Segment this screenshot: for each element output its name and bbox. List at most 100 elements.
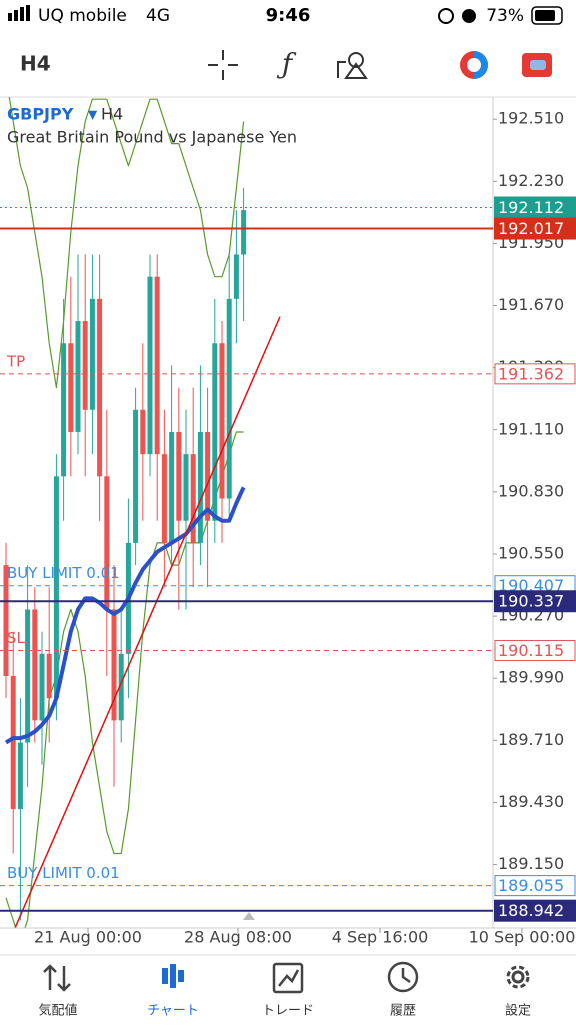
chart-timeframe: H4: [101, 105, 123, 124]
trade-icon: [272, 962, 304, 994]
price-line-label: BUY LIMIT 0.01: [7, 864, 120, 882]
price-tag: [494, 875, 576, 897]
lower-band: [5, 431, 244, 928]
objects-button[interactable]: [337, 52, 368, 79]
y-tick-label: 192.510: [498, 109, 564, 128]
candle-body: [147, 276, 153, 455]
candle-body: [61, 343, 67, 477]
price-line-label: TP: [6, 352, 25, 370]
upper-band: [8, 97, 245, 389]
candle-body: [111, 609, 117, 721]
battery-level: 73%: [486, 6, 524, 26]
nav-label[interactable]: チャート: [147, 1004, 199, 1019]
candle-body: [10, 675, 16, 810]
y-tick-label: 191.670: [498, 295, 564, 314]
candle-body: [154, 276, 160, 455]
dropdown-arrow: ▼: [88, 108, 98, 122]
x-tick-label: 21 Aug 00:00: [34, 928, 142, 947]
price-tag-value: 192.112: [498, 198, 564, 217]
candle-body: [75, 321, 81, 432]
candle-body: [39, 653, 45, 721]
candle-body: [3, 565, 9, 676]
price-line-label: BUY LIMIT 0.01: [7, 564, 120, 582]
chart-icon: [162, 964, 184, 988]
y-tick-label: 191.110: [498, 419, 564, 438]
price-tag: [494, 217, 576, 240]
moving-average: [4, 486, 246, 745]
candle-body: [97, 298, 103, 477]
price-tag-value: 190.337: [498, 592, 564, 611]
carrier: UQ mobile: [38, 6, 127, 26]
account-button[interactable]: [522, 53, 552, 77]
nav-label[interactable]: トレード: [262, 1004, 314, 1019]
candle-body: [205, 431, 211, 521]
toolbar: H4 ƒ: [20, 48, 552, 81]
candle-body: [68, 343, 74, 432]
candle-body: [17, 742, 23, 810]
x-tick-label: 28 Aug 08:00: [184, 928, 292, 947]
plot: [3, 97, 281, 928]
y-tick-label: 190.550: [498, 543, 564, 562]
crosshair-button[interactable]: [208, 50, 238, 80]
symbol: GBPJPY: [7, 105, 74, 124]
y-tick-label: 189.430: [498, 792, 564, 811]
status-bar: UQ mobile 4G 9:46 73%: [8, 5, 563, 26]
candle-body: [46, 653, 52, 699]
candle-body: [233, 254, 239, 299]
y-tick-label: 192.230: [498, 171, 564, 190]
bottom-nav: 気配値 チャート トレード 履歴 設定: [38, 961, 531, 1019]
timeframe-button[interactable]: H4: [20, 52, 51, 76]
candle-body: [161, 454, 167, 543]
price-tag: [494, 590, 576, 613]
candle-body: [53, 476, 59, 699]
price-tag-value: 189.055: [498, 876, 564, 895]
candle-body: [32, 609, 38, 721]
price-tag-value: 191.362: [498, 364, 564, 383]
price-tag: [494, 639, 576, 661]
candle-body: [118, 653, 124, 721]
candle-body: [104, 476, 110, 610]
x-tick-label: 4 Sep 16:00: [332, 928, 429, 947]
symbol-description: Great Britain Pound vs Japanese Yen: [7, 128, 297, 147]
price-tag: [494, 196, 576, 219]
candle-body: [197, 431, 203, 543]
candle-body: [82, 321, 88, 410]
candle-body: [212, 343, 218, 521]
price-tag: [494, 899, 576, 922]
candle-body: [183, 454, 189, 521]
candle-body: [25, 609, 31, 743]
chart[interactable]: 192.510192.230191.950191.670191.390191.1…: [0, 77, 576, 947]
candle-body: [190, 454, 196, 543]
y-tick-label: 189.710: [498, 730, 564, 749]
price-tag: [494, 363, 576, 385]
candle-body: [140, 409, 146, 455]
price-tag-value: 192.017: [498, 219, 564, 238]
y-tick-label: 189.150: [498, 854, 564, 873]
candle-body: [176, 431, 182, 521]
settings-icon: [506, 965, 530, 989]
history-icon: [387, 961, 419, 993]
y-tick-label: 189.990: [498, 668, 564, 687]
candle-body: [219, 343, 225, 499]
candle-body: [133, 409, 139, 543]
candle-body: [89, 298, 95, 410]
price-line-label: SL: [7, 629, 26, 647]
quotes-icon: [43, 964, 71, 992]
indicator-button[interactable]: ƒ: [276, 48, 297, 81]
price-tag-value: 190.115: [498, 641, 564, 660]
candle-body: [226, 298, 232, 499]
x-tick-label: 10 Sep 00:00: [469, 928, 576, 947]
current-bar-marker: [243, 912, 255, 920]
trendline: [14, 316, 281, 928]
candle-body: [241, 210, 247, 255]
clock: 9:46: [266, 5, 311, 26]
price-tag-value: 188.942: [498, 901, 564, 920]
nav-label[interactable]: 履歴: [390, 1004, 416, 1019]
trade-button[interactable]: [460, 51, 488, 79]
network: 4G: [146, 6, 170, 26]
nav-label[interactable]: 気配値: [38, 1003, 77, 1019]
candle-body: [169, 431, 175, 543]
nav-label[interactable]: 設定: [505, 1003, 531, 1019]
y-tick-label: 190.830: [498, 481, 564, 500]
